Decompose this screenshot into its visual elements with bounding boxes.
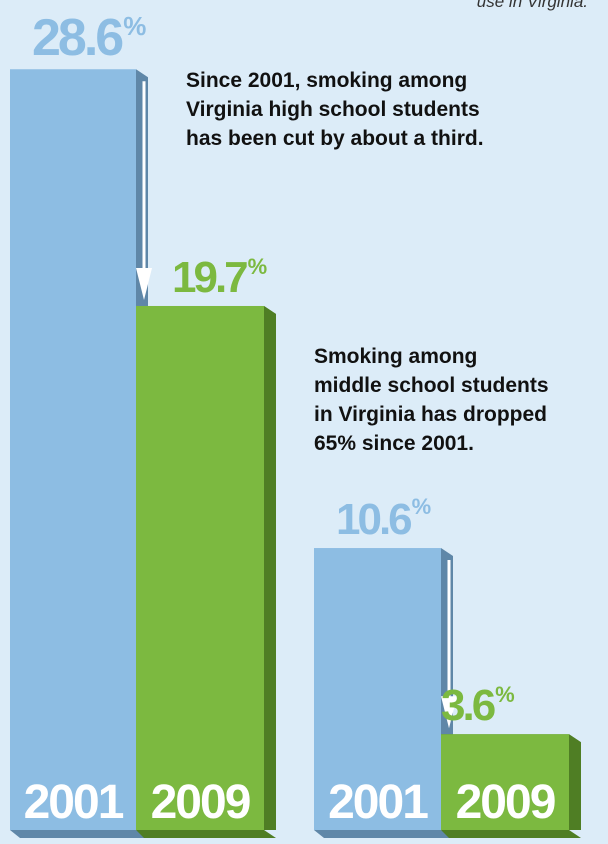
high-school-category-label-2001: 2001 (24, 776, 124, 829)
high-school-value-unit-2001: % (123, 11, 146, 41)
top-caption: use in Virginia. (476, 0, 588, 11)
high-school-value-label-2009: 19.7 (172, 253, 247, 302)
high-school-bar-2009 (136, 305, 264, 831)
middle-school-bar-2009-side (569, 734, 581, 830)
middle-school-annotation-line: 65% since 2001. (314, 432, 474, 455)
middle-school-category-label-2009: 2009 (456, 776, 555, 829)
middle-school-arrow-head (441, 696, 457, 729)
high-school-bar-2009-base (136, 830, 276, 838)
high-school-annotation-line: Virginia high school students (186, 98, 480, 121)
middle-school-bar-2009 (441, 734, 569, 830)
middle-school-value-unit-2009: % (495, 682, 515, 707)
high-school-category-label-2009: 2009 (151, 776, 250, 829)
middle-school-category-label-2001: 2001 (328, 776, 428, 829)
middle-school-annotation-line: Smoking among (314, 345, 478, 368)
high-school-annotation-line: has been cut by about a third. (186, 127, 484, 150)
high-school-value-label-2001: 28.6 (32, 9, 123, 67)
middle-school-bar-2001 (314, 548, 441, 830)
high-school-bar-2001 (10, 69, 136, 831)
high-school-arrow-head (136, 267, 152, 300)
middle-school-value-label-2009: 3.6 (441, 681, 495, 730)
middle-school-bar-2009-base (441, 830, 581, 838)
middle-school-annotation-line: in Virginia has dropped (314, 403, 547, 426)
high-school-bar-2009-side (264, 305, 276, 831)
middle-school-value-label-2001: 10.6 (336, 495, 411, 544)
middle-school-value-unit-2001: % (412, 494, 432, 519)
middle-school-bar-2001-base (314, 830, 453, 838)
high-school-bar-2001-base (10, 830, 148, 838)
high-school-value-unit-2009: % (248, 254, 268, 279)
middle-school-annotation: Smoking among middle school students in … (314, 342, 549, 458)
middle-school-annotation-line: middle school students (314, 374, 549, 397)
high-school-annotation: Since 2001, smoking among Virginia high … (186, 66, 484, 153)
high-school-annotation-line: Since 2001, smoking among (186, 69, 468, 92)
